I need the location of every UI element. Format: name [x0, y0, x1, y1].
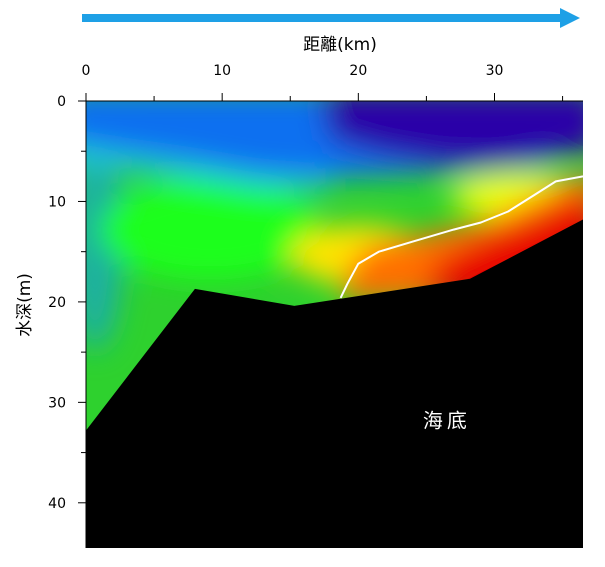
heatmap-surface-lightblue — [86, 144, 330, 190]
x-axis-title: 距離(km) — [303, 35, 377, 55]
x-tick-label: 30 — [486, 63, 504, 79]
y-tick-label: 30 — [48, 395, 66, 411]
direction-arrow-icon — [82, 8, 580, 28]
y-tick-label: 10 — [48, 194, 66, 210]
y-tick-label: 0 — [57, 94, 66, 110]
seabed-annotation: 海底 — [423, 408, 471, 432]
x-tick-label: 0 — [82, 63, 91, 79]
heatmap-blob-green-core — [100, 180, 320, 280]
seabed-area — [86, 219, 583, 548]
contour-line — [339, 175, 583, 299]
x-tick-label: 10 — [213, 63, 231, 79]
x-tick-label: 20 — [349, 63, 367, 79]
y-axis-title: 水深(m) — [15, 273, 35, 337]
y-tick-label: 20 — [48, 295, 66, 311]
heatmap-surface-purple — [322, 101, 583, 165]
y-tick-label: 40 — [48, 496, 66, 512]
